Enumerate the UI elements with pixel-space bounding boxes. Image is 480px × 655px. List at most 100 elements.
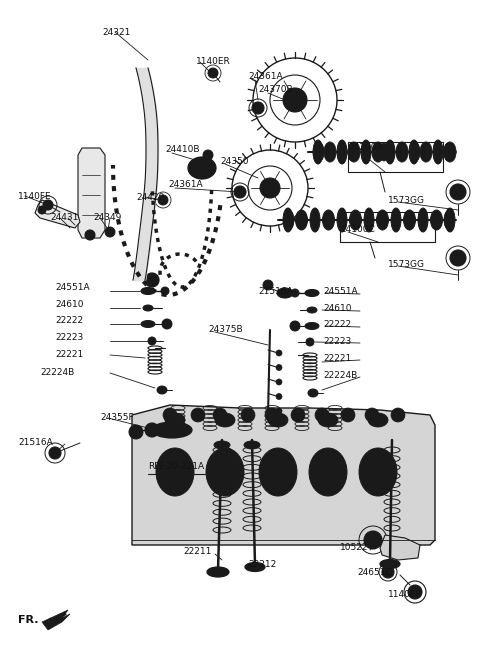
Circle shape (450, 250, 466, 266)
Text: 24361A: 24361A (248, 72, 283, 81)
Circle shape (43, 200, 53, 210)
Circle shape (260, 178, 280, 198)
Ellipse shape (165, 413, 185, 427)
Ellipse shape (444, 211, 452, 229)
Text: 22223: 22223 (323, 337, 351, 346)
Ellipse shape (305, 322, 319, 329)
Circle shape (203, 150, 213, 160)
Text: 24410B: 24410B (165, 145, 200, 154)
Circle shape (265, 408, 279, 422)
Ellipse shape (268, 413, 288, 427)
Text: 24350: 24350 (220, 157, 249, 166)
Polygon shape (42, 610, 70, 630)
Ellipse shape (323, 210, 335, 230)
Ellipse shape (339, 213, 345, 227)
Circle shape (244, 411, 252, 419)
Circle shape (364, 531, 382, 549)
Circle shape (306, 338, 314, 346)
Ellipse shape (372, 142, 384, 162)
Text: 24349: 24349 (93, 213, 121, 222)
Circle shape (241, 408, 255, 422)
Ellipse shape (435, 145, 441, 159)
Ellipse shape (352, 214, 359, 226)
Ellipse shape (398, 146, 406, 158)
Circle shape (315, 408, 329, 422)
Circle shape (234, 186, 246, 198)
Circle shape (368, 411, 376, 419)
Circle shape (105, 227, 115, 237)
Circle shape (49, 447, 61, 459)
Ellipse shape (433, 214, 440, 226)
Circle shape (283, 88, 307, 112)
Ellipse shape (326, 146, 334, 158)
Ellipse shape (444, 143, 452, 161)
Text: FR.: FR. (18, 615, 38, 625)
Ellipse shape (307, 307, 317, 313)
Ellipse shape (374, 146, 382, 158)
Polygon shape (35, 200, 80, 228)
Ellipse shape (391, 208, 401, 232)
Ellipse shape (380, 559, 400, 569)
Text: 24610: 24610 (55, 300, 84, 309)
Ellipse shape (310, 208, 320, 232)
Circle shape (162, 319, 172, 329)
Ellipse shape (244, 441, 260, 449)
Ellipse shape (359, 448, 397, 496)
Circle shape (216, 411, 224, 419)
Ellipse shape (431, 210, 443, 230)
Circle shape (382, 566, 394, 578)
Text: 10522: 10522 (340, 543, 369, 552)
Ellipse shape (369, 532, 377, 548)
Circle shape (129, 425, 143, 439)
Text: 1573GG: 1573GG (388, 196, 425, 205)
Ellipse shape (349, 210, 361, 230)
Text: 24420: 24420 (136, 193, 164, 202)
Circle shape (191, 408, 205, 422)
Polygon shape (132, 405, 435, 545)
Circle shape (166, 411, 174, 419)
Circle shape (161, 287, 169, 295)
Circle shape (145, 273, 159, 287)
Ellipse shape (446, 146, 454, 158)
Circle shape (450, 184, 466, 200)
Ellipse shape (315, 145, 321, 159)
Ellipse shape (325, 211, 334, 229)
Ellipse shape (364, 454, 392, 490)
Text: 1573GG: 1573GG (388, 260, 425, 269)
Ellipse shape (309, 448, 347, 496)
Circle shape (148, 337, 156, 345)
Text: REF.20-221A: REF.20-221A (148, 462, 204, 471)
Text: 22224B: 22224B (40, 368, 74, 377)
Ellipse shape (412, 143, 420, 161)
Text: 24551A: 24551A (55, 283, 90, 292)
Circle shape (454, 188, 462, 196)
Ellipse shape (296, 210, 308, 230)
Ellipse shape (324, 142, 336, 162)
Ellipse shape (305, 290, 319, 297)
Text: 22221: 22221 (55, 350, 83, 359)
Text: 1140ER: 1140ER (196, 57, 231, 66)
Circle shape (276, 408, 282, 414)
Ellipse shape (286, 91, 304, 109)
Text: 24370B: 24370B (258, 85, 293, 94)
Ellipse shape (420, 213, 426, 227)
Text: 24651C: 24651C (357, 568, 392, 577)
Ellipse shape (141, 320, 155, 328)
Ellipse shape (393, 213, 399, 227)
Ellipse shape (418, 208, 428, 232)
Circle shape (290, 321, 300, 331)
Circle shape (294, 411, 302, 419)
Text: 1140EP: 1140EP (388, 590, 422, 599)
Circle shape (276, 364, 282, 371)
Circle shape (213, 408, 227, 422)
Text: 24361A: 24361A (168, 180, 203, 189)
Ellipse shape (286, 211, 294, 229)
Ellipse shape (406, 214, 413, 226)
Ellipse shape (366, 213, 372, 227)
Ellipse shape (308, 389, 318, 397)
Circle shape (38, 206, 46, 214)
Ellipse shape (396, 142, 408, 162)
Ellipse shape (312, 213, 318, 227)
Circle shape (291, 289, 299, 297)
Circle shape (194, 411, 202, 419)
